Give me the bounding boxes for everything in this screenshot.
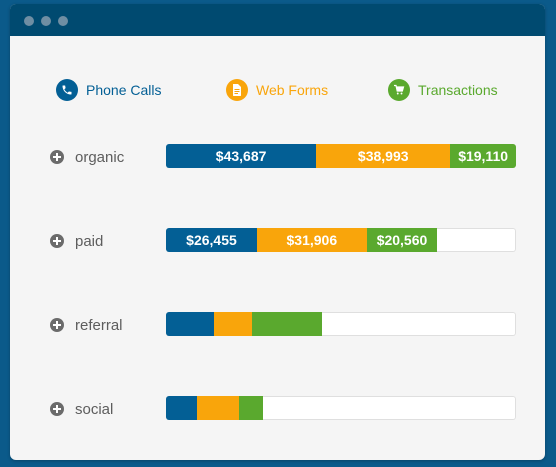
row-organic[interactable]: organic: [50, 145, 124, 169]
expand-plus-icon[interactable]: [50, 150, 64, 164]
stacked-bar-referral: [166, 312, 516, 336]
row-referral[interactable]: referral: [50, 313, 123, 337]
bar-segment-web[interactable]: [196, 396, 239, 420]
expand-plus-icon[interactable]: [50, 402, 64, 416]
legend-web-forms[interactable]: Web Forms: [226, 78, 328, 102]
bar-segment-transactions[interactable]: [251, 312, 323, 336]
document-icon: [226, 79, 248, 101]
legend-label: Web Forms: [256, 82, 329, 98]
bar-segment-phone[interactable]: $43,687: [166, 144, 317, 168]
window-dot-3[interactable]: [58, 16, 68, 26]
legend-phone-calls[interactable]: Phone Calls: [56, 78, 162, 102]
bar-segment-web[interactable]: $38,993: [316, 144, 451, 168]
app-window: Phone Calls Web Forms Transactions organ…: [10, 4, 545, 460]
legend-label: Transactions: [418, 82, 498, 98]
bar-segment-web[interactable]: $31,906: [256, 228, 367, 252]
bar-segment-transactions[interactable]: $20,560: [366, 228, 438, 252]
bar-segment-phone[interactable]: [166, 312, 215, 336]
legend-transactions[interactable]: Transactions: [388, 78, 498, 102]
window-dot-1[interactable]: [24, 16, 34, 26]
bar-segment-phone[interactable]: [166, 396, 197, 420]
expand-plus-icon[interactable]: [50, 318, 64, 332]
bar-segment-web[interactable]: [214, 312, 252, 336]
title-bar: [10, 4, 545, 36]
stacked-bar-organic: $43,687 $38,993 $19,110: [166, 144, 516, 168]
phone-icon: [56, 79, 78, 101]
bar-segment-transactions[interactable]: [238, 396, 263, 420]
cart-icon: [388, 79, 410, 101]
stacked-bar-social: [166, 396, 516, 420]
stacked-bar-paid: $26,455 $31,906 $20,560: [166, 228, 516, 252]
row-label: paid: [75, 232, 104, 250]
legend: Phone Calls Web Forms Transactions: [10, 78, 545, 102]
expand-plus-icon[interactable]: [50, 234, 64, 248]
window-dot-2[interactable]: [41, 16, 51, 26]
row-social[interactable]: social: [50, 397, 113, 421]
row-paid[interactable]: paid: [50, 229, 103, 253]
row-label: referral: [75, 316, 123, 334]
bar-segment-phone[interactable]: $26,455: [166, 228, 257, 252]
legend-label: Phone Calls: [86, 82, 162, 98]
row-label: organic: [75, 148, 125, 166]
row-label: social: [75, 400, 114, 418]
bar-segment-transactions[interactable]: $19,110: [450, 144, 516, 168]
